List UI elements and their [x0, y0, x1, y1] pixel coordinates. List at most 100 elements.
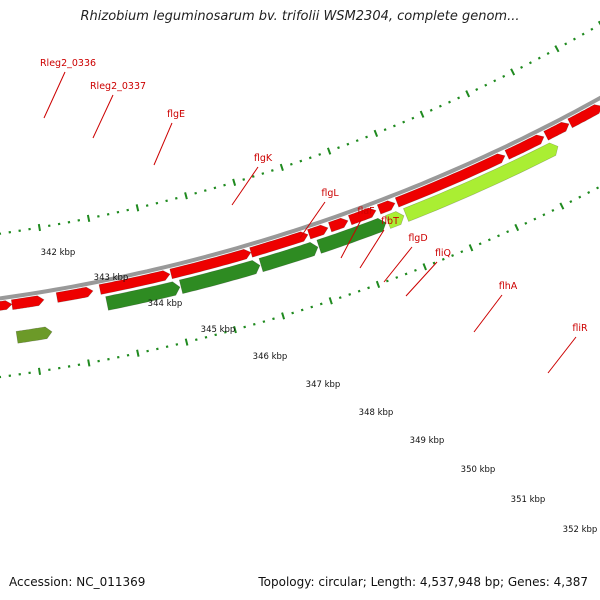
major-tick [281, 312, 286, 320]
minor-tick [392, 124, 396, 128]
minor-tick [487, 238, 491, 242]
gene-label[interactable]: flgD [408, 233, 427, 244]
minor-tick [194, 191, 197, 195]
minor-tick [475, 88, 479, 91]
major-tick [326, 147, 332, 155]
minor-tick [493, 79, 497, 83]
gene-label[interactable]: fliQ [435, 248, 451, 259]
reverse-gene-arrow[interactable] [504, 134, 545, 160]
minor-tick [383, 128, 387, 132]
major-tick [559, 202, 565, 210]
minor-tick [533, 217, 537, 221]
minor-tick [175, 343, 179, 346]
minor-tick [432, 261, 436, 265]
forward-gene-arrow[interactable] [258, 241, 319, 273]
gene-leader-line [340, 219, 362, 259]
gene-label[interactable]: flgL [321, 188, 339, 199]
reverse-gene-arrow[interactable] [307, 224, 329, 240]
minor-tick [252, 322, 256, 326]
reverse-gene-arrow[interactable] [567, 104, 600, 129]
reverse-gene-arrow[interactable] [0, 300, 13, 311]
minor-tick [357, 289, 361, 293]
forward-gene-arrow[interactable] [105, 281, 181, 311]
minor-tick [262, 320, 266, 323]
minor-tick [528, 61, 532, 65]
reverse-gene-arrow[interactable] [249, 231, 309, 258]
minor-tick [291, 311, 295, 315]
minor-tick [551, 208, 555, 212]
gene-leader-line [405, 261, 438, 297]
minor-tick [581, 32, 585, 36]
kbp-tick-label: 342 kbp [41, 248, 76, 258]
minor-tick [587, 191, 591, 195]
minor-tick [414, 268, 417, 272]
minor-tick [572, 37, 576, 41]
gene-track [0, 104, 600, 344]
reverse-gene-arrow[interactable] [10, 295, 45, 310]
reverse-gene-arrow[interactable] [98, 270, 171, 295]
minor-tick [537, 56, 541, 60]
minor-tick [478, 242, 482, 246]
gene-label[interactable]: flhA [499, 281, 518, 292]
reverse-gene-arrow[interactable] [376, 200, 396, 215]
major-tick [465, 90, 471, 98]
minor-tick [367, 286, 370, 290]
kbp-tick-label: 351 kbp [511, 495, 546, 505]
gene-label[interactable]: fliR [572, 323, 588, 334]
minor-tick [404, 272, 408, 276]
reverse-gene-arrow[interactable] [169, 248, 252, 280]
gene-leader-line [43, 71, 66, 119]
accession-text: Accession: NC_011369 [9, 575, 146, 589]
minor-tick [165, 199, 168, 203]
gene-label[interactable]: flbT [381, 216, 399, 227]
map-title: Rhizobium leguminosarum bv. trifolii WSM… [80, 9, 520, 24]
reverse-gene-arrow[interactable] [543, 121, 570, 141]
gene-label[interactable]: Rleg2_0337 [90, 81, 146, 92]
major-tick [422, 263, 427, 271]
forward-gene-arrow[interactable] [15, 326, 53, 344]
minor-tick [224, 330, 227, 334]
minor-tick [484, 83, 488, 87]
reverse-gene-arrow[interactable] [55, 286, 94, 303]
minor-tick [174, 196, 178, 200]
major-tick [233, 326, 237, 334]
minor-tick [338, 296, 342, 300]
forward-gene-arrow[interactable] [178, 260, 261, 294]
minor-tick [308, 156, 312, 160]
major-tick [86, 214, 91, 223]
minor-tick [214, 333, 218, 337]
gene-label[interactable]: flgK [254, 153, 273, 164]
major-tick [87, 359, 91, 367]
minor-tick [272, 317, 275, 321]
genome-backbone [0, 95, 600, 301]
reverse-gene-arrow[interactable] [394, 153, 506, 208]
forward-gene-arrow[interactable] [316, 217, 387, 254]
minor-tick [204, 335, 208, 339]
gene-label[interactable]: flaF [357, 206, 374, 217]
minor-tick [564, 42, 568, 46]
forward-gene-arrow[interactable] [385, 211, 405, 229]
minor-tick [524, 221, 528, 225]
kbp-tick-label: 350 kbp [461, 465, 496, 475]
gene-label[interactable]: flgE [167, 109, 185, 120]
reverse-gene-arrow[interactable] [328, 217, 349, 233]
minor-tick [310, 305, 314, 309]
major-tick [135, 204, 140, 212]
major-tick [554, 45, 560, 53]
minor-tick [299, 159, 303, 163]
gene-leader-line [92, 94, 114, 139]
minor-tick [318, 153, 322, 156]
minor-tick [542, 213, 546, 217]
major-tick [328, 297, 333, 305]
minor-tick [242, 178, 246, 181]
minor-tick [300, 308, 304, 312]
minor-tick [596, 186, 600, 190]
minor-tick [497, 234, 500, 238]
major-tick [375, 280, 381, 289]
reverse-gene-arrow[interactable] [347, 207, 377, 226]
minor-tick [243, 325, 247, 329]
forward-gene-arrow[interactable] [403, 142, 559, 222]
kbp-tick-label: 346 kbp [253, 352, 288, 362]
gene-label[interactable]: Rleg2_0336 [40, 58, 96, 69]
